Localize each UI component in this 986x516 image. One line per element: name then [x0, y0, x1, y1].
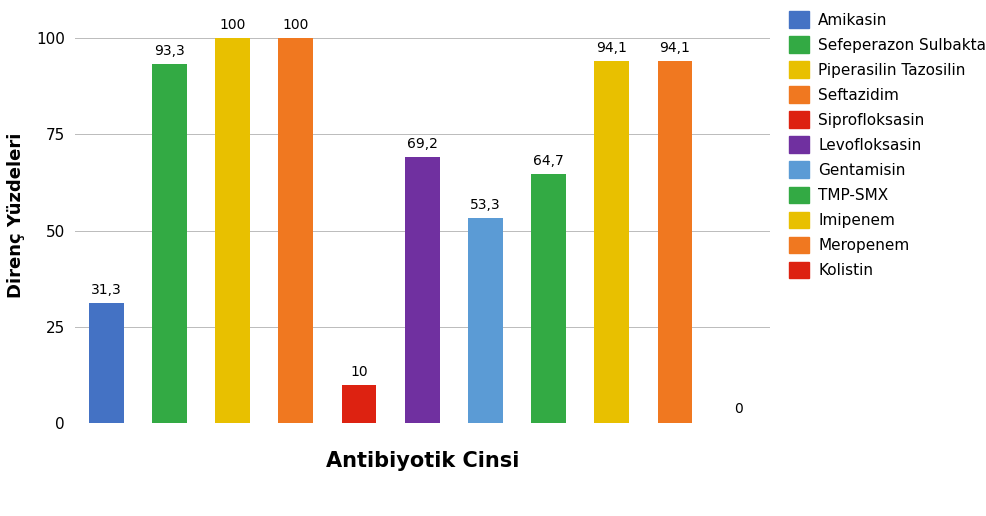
Text: 94,1: 94,1	[596, 41, 627, 55]
Bar	[530, 174, 565, 423]
Y-axis label: Direnç Yüzdeleri: Direnç Yüzdeleri	[7, 133, 25, 298]
Text: 64,7: 64,7	[532, 154, 563, 168]
Bar	[341, 384, 376, 423]
Bar	[152, 64, 186, 423]
X-axis label: Antibiyotik Cinsi: Antibiyotik Cinsi	[325, 451, 519, 471]
Bar	[89, 302, 123, 423]
Bar	[404, 157, 439, 423]
Text: 94,1: 94,1	[659, 41, 690, 55]
Text: 53,3: 53,3	[469, 198, 500, 212]
Text: 10: 10	[350, 365, 368, 379]
Legend: Amikasin, Sefeperazon Sulbaktam, Piperasilin Tazosilin, Seftazidim, Siprofloksas: Amikasin, Sefeperazon Sulbaktam, Piperas…	[784, 7, 986, 283]
Bar	[278, 38, 313, 423]
Bar	[215, 38, 249, 423]
Bar	[594, 61, 629, 423]
Bar	[657, 61, 692, 423]
Text: 0: 0	[734, 402, 741, 416]
Text: 100: 100	[219, 18, 246, 33]
Text: 31,3: 31,3	[91, 283, 121, 297]
Text: 93,3: 93,3	[154, 44, 184, 58]
Text: 69,2: 69,2	[406, 137, 437, 151]
Bar	[467, 218, 502, 423]
Text: 100: 100	[282, 18, 309, 33]
